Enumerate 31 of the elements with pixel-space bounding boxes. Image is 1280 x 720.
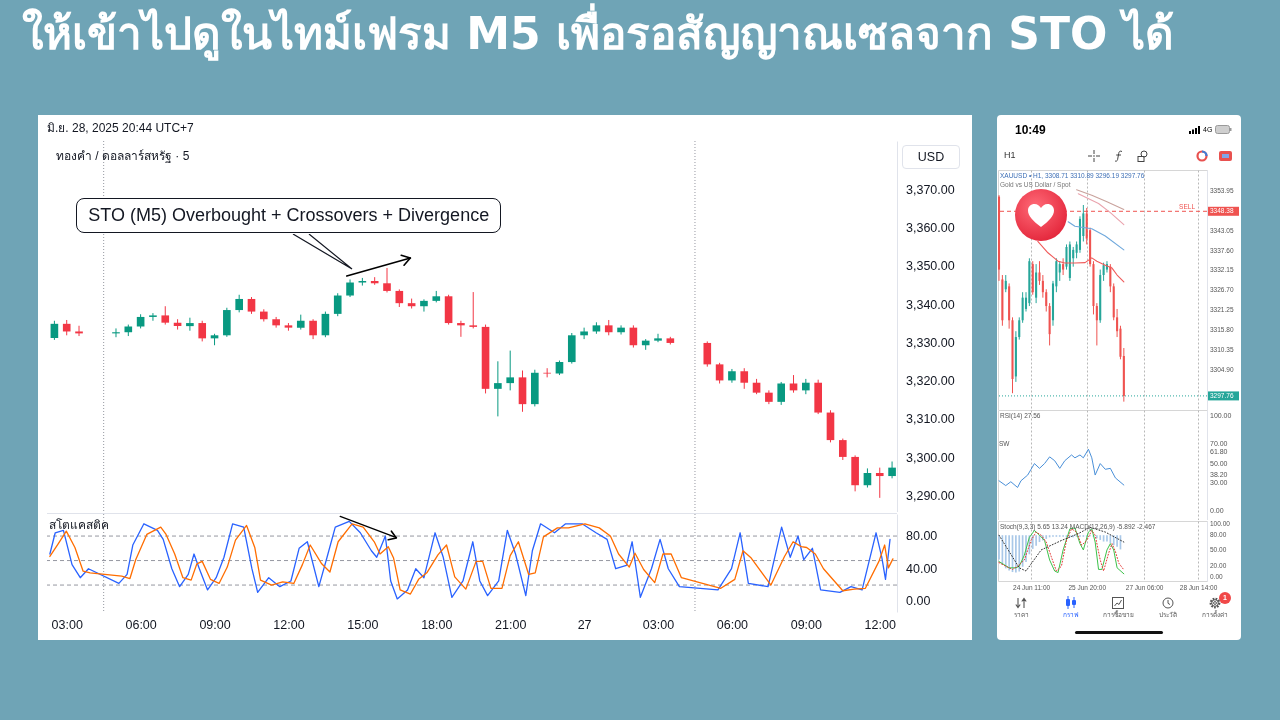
x-tick-label: 09:00	[199, 617, 231, 632]
y-axis-title: USD	[902, 145, 960, 169]
x-tick-label: 03:00	[51, 617, 83, 632]
y-tick-label: 3,360.00	[906, 221, 955, 236]
annotation: STO (M5) Overbought + Crossovers + Divergence	[76, 197, 502, 234]
x-tick-label: 06:00	[716, 617, 749, 632]
x-tick-label: 12:00	[273, 617, 305, 632]
y-tick-label: 3,310.00	[906, 412, 955, 427]
text: H1	[1004, 150, 1016, 161]
x-tick-label: 12:00	[864, 617, 896, 632]
y-tick-label: 3,340.00	[906, 297, 955, 312]
chart-title: สโตแคสติค	[49, 518, 109, 533]
x-tick-label: 27	[577, 617, 592, 632]
y-tick-label: 80.00	[906, 529, 938, 544]
y-tick-label: 3,330.00	[906, 335, 955, 350]
text: มิ.ย. 28, 2025 20:44 UTC+7	[47, 121, 194, 136]
y-tick-label: 3,300.00	[906, 450, 955, 465]
y-tick-label: 3,350.00	[906, 259, 955, 274]
y-tick-label: 0.00	[906, 594, 931, 609]
x-tick-label: 03:00	[642, 617, 675, 632]
x-tick-label: 09:00	[790, 617, 823, 632]
y-tick-label: 3,320.00	[906, 374, 955, 389]
y-tick-label: 40.00	[906, 561, 938, 576]
y-tick-label: 3,290.00	[906, 488, 955, 503]
x-tick-label: 18:00	[421, 617, 453, 632]
x-tick-label: 21:00	[495, 617, 527, 632]
x-tick-label: 15:00	[347, 617, 379, 632]
y-tick-label: 3,370.00	[906, 182, 955, 197]
text: 10:49	[1015, 123, 1046, 138]
text: ทองคำ / ดอลลาร์สหรัฐ · 5	[56, 149, 190, 164]
x-tick-label: 06:00	[125, 617, 157, 632]
